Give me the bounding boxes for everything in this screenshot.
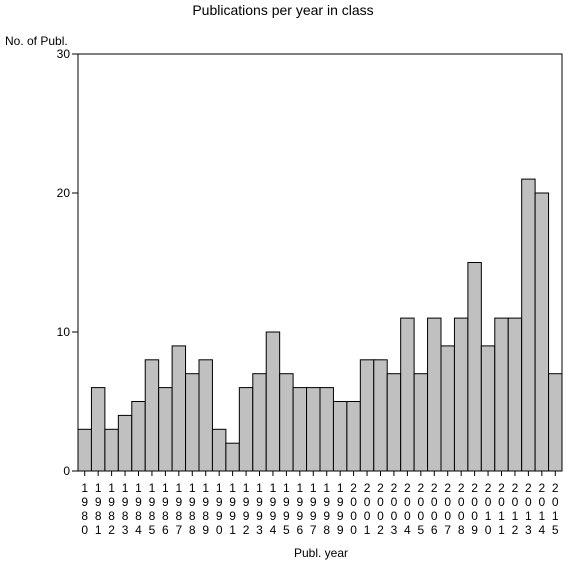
bar-2009 xyxy=(467,262,482,472)
bar-2014 xyxy=(534,192,550,472)
bar-2013 xyxy=(521,178,536,472)
bar-2010 xyxy=(480,345,496,472)
bar-1993 xyxy=(252,373,267,472)
bar-1999 xyxy=(332,401,348,472)
bar-2012 xyxy=(507,317,523,472)
bar-1989 xyxy=(198,359,213,472)
y-tick-label: 0 xyxy=(63,464,70,478)
bar-1997 xyxy=(306,387,321,472)
bar-2001 xyxy=(359,359,375,472)
bar-1996 xyxy=(292,387,308,472)
bar-2004 xyxy=(400,317,415,472)
bar-1991 xyxy=(225,442,240,472)
bars-group xyxy=(77,178,563,472)
plot-frame xyxy=(77,53,563,472)
y-ticks-group: 0 10 20 30 xyxy=(57,47,78,478)
bar-1992 xyxy=(238,387,254,472)
bar-1985 xyxy=(144,359,160,472)
bar-1984 xyxy=(131,401,146,472)
y-tick-label: 30 xyxy=(57,47,71,61)
chart-title: Publications per year in class xyxy=(192,2,373,18)
bar-1987 xyxy=(171,345,187,472)
x-ticks-group: 1 9 8 0 1 9 8 1 1 9 8 2 1 9 8 3 1 9 8 4 1 9 8 5 1 9 8 6 1 9 8 7 1 9 8 8 1 9 8 9… xyxy=(81,471,559,537)
bar-2002 xyxy=(373,359,388,472)
bar-2007 xyxy=(440,345,455,472)
bar-2005 xyxy=(413,373,429,472)
bar-2015 xyxy=(548,373,563,472)
bar-1981 xyxy=(90,387,106,472)
bar-2006 xyxy=(427,317,442,472)
y-tick-label: 10 xyxy=(57,325,71,339)
bar-1986 xyxy=(158,387,173,472)
y-tick-label: 20 xyxy=(57,186,71,200)
y-axis-label: No. of Publ. xyxy=(5,34,68,48)
bar-2003 xyxy=(386,373,402,472)
bar-1983 xyxy=(117,414,133,472)
bar-1982 xyxy=(104,428,119,472)
bar-1990 xyxy=(211,428,227,472)
bar-2000 xyxy=(346,401,361,472)
bar-1995 xyxy=(279,373,294,472)
bar-1994 xyxy=(265,331,281,472)
bar-1980 xyxy=(77,428,92,472)
bar-1998 xyxy=(319,387,334,472)
bar-2008 xyxy=(453,317,469,472)
bar-2011 xyxy=(494,317,509,472)
x-axis-label: Publ. year xyxy=(294,546,348,560)
bar-1988 xyxy=(185,373,200,472)
